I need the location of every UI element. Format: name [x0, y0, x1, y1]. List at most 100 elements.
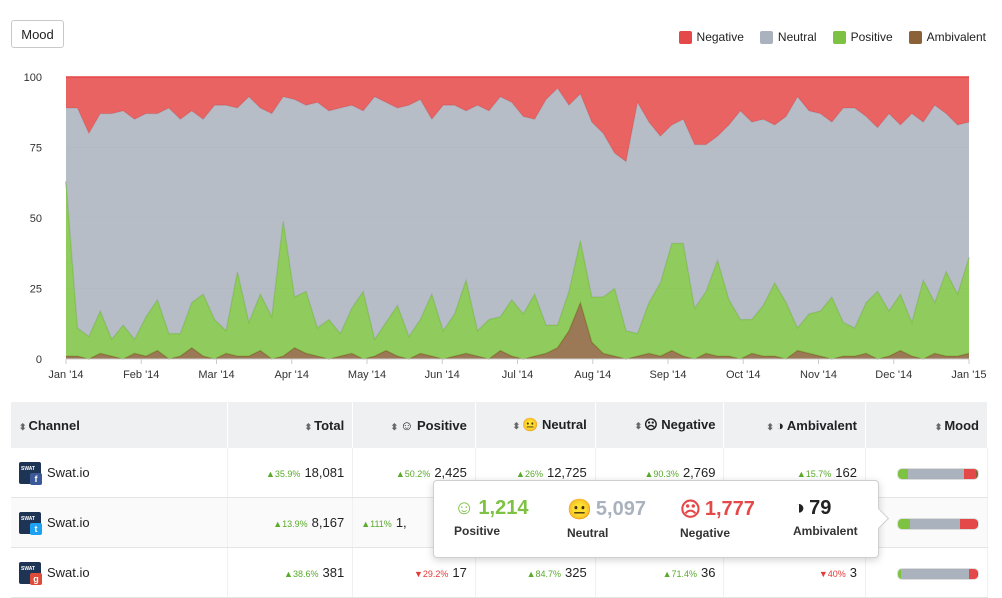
tooltip-neutral-value: 5,097: [595, 498, 646, 520]
change-indicator: ▲111%: [361, 519, 392, 529]
x-tick-label: Jan '15: [951, 369, 986, 381]
tooltip-neutral-label: Neutral: [567, 526, 609, 540]
ambivalent-value: 162: [835, 465, 857, 480]
x-tick-label: May '14: [348, 369, 386, 381]
tooltip-negative-value: 1,777: [704, 498, 755, 520]
x-tick-label: Mar '14: [198, 369, 234, 381]
neutral-face-icon: 😐: [567, 499, 592, 521]
legend-swatch-positive: [832, 30, 846, 44]
y-tick-label: 75: [30, 143, 42, 155]
mood-bar-segment-neutral: [901, 568, 970, 579]
legend-item-negative[interactable]: Negative: [678, 30, 744, 44]
mood-bar-segment-negative: [969, 568, 978, 579]
change-indicator: ▲26%: [516, 469, 543, 479]
mood-bar-segment-positive: [898, 468, 909, 479]
area-positive: [66, 181, 969, 359]
x-tick-label: Jan '14: [48, 369, 83, 381]
mood-bar-segment-positive: [898, 568, 902, 579]
tooltip-negative: ☹ 1,777 Negative: [680, 497, 755, 540]
legend-label-neutral: Neutral: [777, 30, 817, 44]
tooltip-ambivalent: ◑ 79 Ambivalent: [793, 497, 858, 538]
tooltip-positive-label: Positive: [454, 524, 501, 538]
sort-icon: ⬍: [766, 421, 774, 432]
chart-legend: Negative Neutral Positive Ambivalent: [678, 30, 986, 44]
mood-button[interactable]: Mood: [11, 20, 64, 48]
neutral-value: 12,725: [546, 465, 587, 480]
column-label: Neutral: [541, 417, 587, 432]
x-tick-label: Nov '14: [800, 369, 837, 381]
neutral-value: 325: [565, 565, 587, 580]
mood-bar-segment-ambivalent: [976, 468, 978, 479]
change-indicator: ▲90.3%: [644, 469, 679, 479]
mood-bar-segment-positive: [898, 518, 910, 529]
mood-bar-segment-neutral: [910, 518, 960, 529]
tooltip-negative-label: Negative: [680, 526, 731, 540]
area-neutral: [66, 88, 969, 340]
x-tick-label: Sep '14: [650, 369, 687, 381]
change-indicator: ▲35.9%: [265, 469, 301, 479]
legend-item-ambivalent[interactable]: Ambivalent: [908, 30, 986, 44]
y-tick-label: 25: [30, 284, 42, 296]
column-header-total[interactable]: ⬍ Total: [227, 402, 354, 448]
column-label: Mood: [944, 417, 979, 433]
channel-name: Swat.io: [47, 565, 90, 580]
legend-swatch-negative: [678, 30, 692, 44]
channel-name: Swat.io: [47, 465, 90, 480]
negative-value: 36: [701, 565, 716, 580]
legend-label-negative: Negative: [696, 30, 744, 44]
smile-icon: ☺: [454, 497, 475, 519]
neutral-face-icon: 😐: [522, 417, 542, 432]
positive-value: 2,425: [434, 465, 467, 480]
column-header-ambivalent[interactable]: ⬍ ◑ Ambivalent: [723, 402, 866, 448]
mood-bar[interactable]: [897, 467, 979, 480]
column-label: Channel: [28, 417, 80, 433]
x-tick-label: Apr '14: [274, 369, 309, 381]
sort-icon: ⬍: [304, 421, 313, 432]
frown-icon: ☹: [680, 499, 701, 521]
mood-bar[interactable]: [897, 567, 979, 580]
legend-swatch-neutral: [759, 30, 773, 44]
legend-label-positive: Positive: [850, 30, 893, 44]
sort-icon: ⬍: [390, 421, 399, 432]
total-value: 381: [322, 565, 345, 580]
column-header-negative[interactable]: ⬍ ☹ Negative: [595, 402, 725, 448]
area-negative: [66, 77, 969, 162]
mood-bar-segment-negative: [959, 518, 978, 529]
change-indicator: ▲71.4%: [662, 569, 698, 579]
half-circle-icon: ◑: [775, 417, 787, 433]
legend-swatch-ambivalent: [908, 30, 922, 44]
x-tick-label: Dec '14: [875, 369, 912, 381]
legend-item-neutral[interactable]: Neutral: [759, 30, 817, 44]
x-tick-label: Jun '14: [425, 369, 460, 381]
change-indicator: ▼29.2%: [413, 569, 449, 579]
mood-bar-segment-ambivalent: [977, 518, 978, 529]
smile-icon: ☺: [400, 417, 418, 433]
column-label: Ambivalent: [786, 417, 857, 433]
y-tick-label: 50: [30, 213, 42, 225]
sort-icon: ⬍: [634, 421, 643, 431]
mood-bar[interactable]: [897, 517, 979, 530]
column-label: Positive: [417, 417, 467, 433]
total-value: 18,081: [304, 465, 345, 480]
column-header-channel[interactable]: ⬍ Channel: [11, 402, 228, 448]
tooltip-positive: ☺ 1,214 Positive: [454, 497, 528, 538]
column-header-positive[interactable]: ⬍ ☺ Positive: [352, 402, 476, 448]
change-indicator: ▲50.2%: [395, 469, 431, 479]
column-header-mood[interactable]: ⬍ Mood: [865, 402, 988, 448]
negative-value: 2,769: [682, 465, 716, 480]
area-ambivalent: [66, 302, 969, 359]
twitter-channel-icon: SWAT t: [19, 511, 42, 535]
column-header-neutral[interactable]: ⬍ 😐 Neutral: [475, 402, 596, 448]
mood-bar-segment-negative: [964, 468, 977, 479]
x-tick-label: Jul '14: [502, 369, 533, 381]
change-indicator: ▲15.7%: [796, 469, 832, 479]
column-label: Total: [314, 417, 345, 433]
table-header-row: ⬍ Channel ⬍ Total ⬍ ☺ Positive ⬍ 😐 Neutral ⬍…: [11, 402, 988, 448]
legend-item-positive[interactable]: Positive: [832, 30, 893, 44]
facebook-channel-icon: SWAT f: [19, 461, 42, 485]
total-value: 8,167: [311, 515, 345, 530]
ambivalent-value: 3: [849, 565, 857, 580]
frown-icon: ☹: [644, 417, 662, 432]
mood-bar-segment-neutral: [908, 468, 965, 479]
sort-icon: ⬍: [934, 421, 943, 432]
